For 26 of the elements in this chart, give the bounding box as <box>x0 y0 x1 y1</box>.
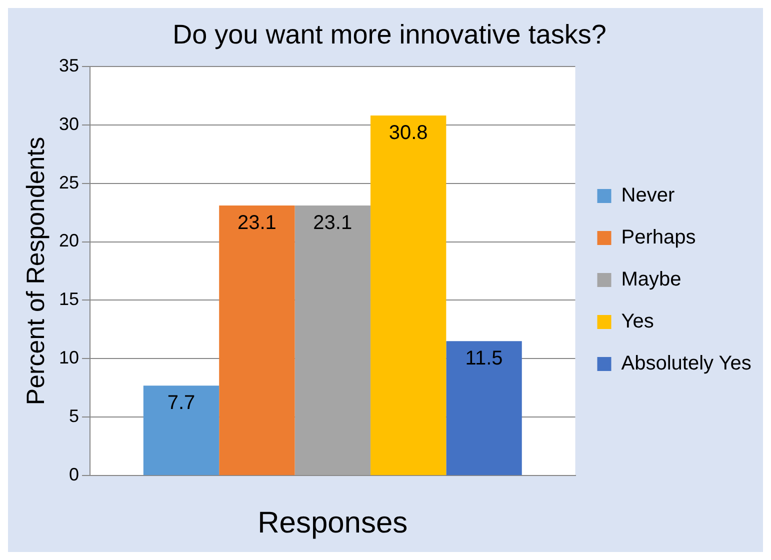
bar <box>446 341 522 476</box>
y-tick-label: 15 <box>58 289 80 310</box>
y-tick-label: 25 <box>58 172 80 192</box>
data-label: 30.8 <box>388 122 428 144</box>
bar <box>143 386 220 476</box>
y-tick-label: 30 <box>58 114 80 134</box>
data-label: 23.1 <box>313 212 352 234</box>
data-label: 7.7 <box>167 392 196 414</box>
y-tick-label: 35 <box>58 55 80 76</box>
y-tick-label: 5 <box>69 406 80 426</box>
data-label: 23.1 <box>237 212 276 234</box>
legend-label: Yes <box>621 310 654 333</box>
y-tick-label: 0 <box>69 464 80 485</box>
bar <box>219 206 295 476</box>
legend-label: Perhaps <box>621 226 696 249</box>
y-tick-label: 20 <box>58 230 80 251</box>
y-tick-label: 10 <box>58 348 80 368</box>
x-axis-title: Responses <box>258 506 408 540</box>
bar <box>294 206 370 476</box>
legend-label: Maybe <box>621 268 682 291</box>
y-axis-title: Percent of Respondents <box>22 136 50 406</box>
legend-label: Never <box>621 184 675 207</box>
legend-label: Absolutely Yes <box>621 352 752 375</box>
chart-title: Do you want more innovative tasks? <box>172 20 606 50</box>
data-label: 11.5 <box>465 348 503 370</box>
bar <box>370 116 446 476</box>
